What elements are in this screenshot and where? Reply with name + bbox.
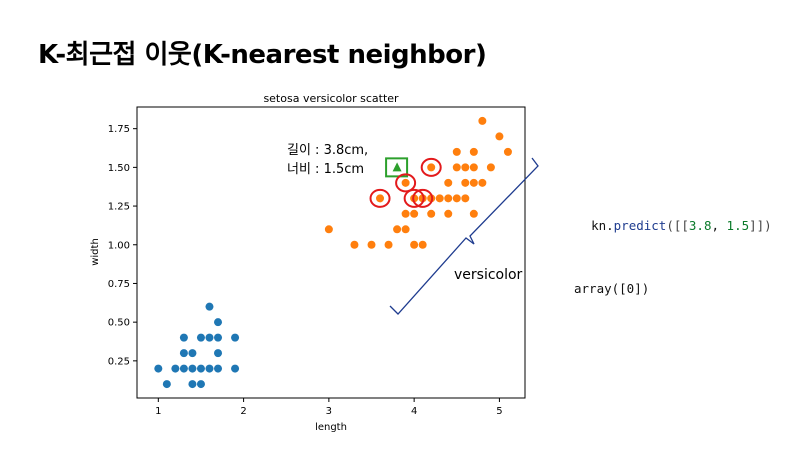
setosa-point	[162, 380, 171, 389]
versicolor-point	[461, 194, 470, 203]
versicolor-point	[376, 194, 385, 203]
y-tick-label: 1.50	[108, 163, 130, 174]
setosa-point	[188, 380, 197, 389]
versicolor-point	[418, 240, 427, 249]
versicolor-point	[444, 178, 453, 187]
versicolor-point	[435, 194, 444, 203]
versicolor-point	[393, 225, 402, 234]
code-y: 1.5	[726, 218, 750, 233]
data-points	[154, 116, 512, 389]
neighbor-highlight-circle	[395, 173, 417, 193]
versicolor-point	[444, 209, 453, 218]
versicolor-point	[469, 209, 478, 218]
versicolor-point	[410, 240, 419, 249]
versicolor-point	[401, 209, 410, 218]
versicolor-point	[469, 147, 478, 156]
plot-frame	[136, 106, 526, 399]
versicolor-point	[427, 163, 436, 172]
code-fn: predict	[613, 218, 667, 233]
new-point-box	[385, 157, 409, 178]
versicolor-point	[469, 163, 478, 172]
versicolor-point	[461, 178, 470, 187]
versicolor-point	[401, 225, 410, 234]
versicolor-point	[427, 209, 436, 218]
new-point-annotation: 길이 : 3.8cm, 너비 : 1.5cm	[287, 141, 368, 179]
versicolor-point	[324, 225, 333, 234]
code-x: 3.8	[688, 218, 712, 233]
neighbor-highlight-circle	[412, 188, 434, 208]
versicolor-label: versicolor	[454, 267, 523, 283]
setosa-point	[154, 364, 163, 373]
slide-title: K-최근접 이웃(K-nearest neighbor)	[38, 40, 487, 70]
versicolor-point	[444, 194, 453, 203]
setosa-point	[179, 349, 188, 358]
versicolor-point	[495, 132, 504, 141]
setosa-point	[231, 364, 240, 373]
versicolor-point	[478, 178, 487, 187]
setosa-point	[231, 333, 240, 342]
y-tick-label: 0.50	[108, 318, 130, 329]
y-tick-label: 1.75	[108, 124, 130, 135]
setosa-point	[196, 380, 205, 389]
x-axis-label: length	[315, 422, 347, 433]
length-annotation: 길이 : 3.8cm,	[287, 143, 369, 158]
x-tick-label: 2	[240, 406, 246, 417]
neighbor-highlight-circle	[369, 188, 391, 208]
setosa-point	[188, 364, 197, 373]
y-tick-label: 0.25	[108, 356, 130, 367]
versicolor-point	[452, 163, 461, 172]
setosa-point	[214, 364, 223, 373]
setosa-point	[179, 333, 188, 342]
setosa-point	[205, 333, 214, 342]
code-open: ([[	[666, 218, 689, 233]
x-tick-label: 1	[155, 406, 161, 417]
versicolor-point	[503, 147, 512, 156]
versicolor-point	[461, 163, 470, 172]
chart-title: setosa versicolor scatter	[263, 92, 399, 105]
versicolor-point	[486, 163, 495, 172]
versicolor-bracket	[389, 157, 539, 315]
setosa-point	[179, 364, 188, 373]
neighbor-highlight-circle	[403, 188, 425, 208]
setosa-point	[196, 333, 205, 342]
code-close: ]])	[749, 218, 772, 233]
y-tick-label: 0.75	[108, 279, 130, 290]
highlight-overlay	[369, 157, 442, 208]
neighbor-highlight-circle	[420, 157, 442, 177]
width-annotation: 너비 : 1.5cm	[287, 162, 365, 177]
versicolor-point	[478, 116, 487, 125]
versicolor-point	[401, 178, 410, 187]
versicolor-point	[350, 240, 359, 249]
versicolor-point	[384, 240, 393, 249]
x-tick-label: 5	[496, 406, 502, 417]
setosa-point	[205, 364, 214, 373]
setosa-point	[214, 333, 223, 342]
x-tick-label: 4	[411, 406, 417, 417]
y-tick-label: 1.25	[108, 202, 130, 213]
versicolor-point	[452, 147, 461, 156]
code-prefix: kn.	[591, 218, 614, 233]
versicolor-point	[367, 240, 376, 249]
setosa-point	[205, 302, 214, 311]
setosa-point	[188, 349, 197, 358]
predict-output: array([0])	[574, 281, 650, 296]
setosa-point	[214, 349, 223, 358]
x-tick-label: 3	[326, 406, 332, 417]
versicolor-point	[452, 194, 461, 203]
setosa-point	[214, 318, 223, 327]
axis-ticks: 1 2 3 4 5 0.25 0.50 0.75 1.00 1.25 1.50 1.75	[108, 124, 503, 417]
versicolor-point	[469, 178, 478, 187]
versicolor-point	[410, 209, 419, 218]
y-tick-label: 1.00	[108, 240, 130, 251]
setosa-point	[171, 364, 180, 373]
setosa-point	[196, 364, 205, 373]
predict-code: kn.predict([[3.8, 1.5]])	[576, 203, 772, 233]
new-point-marker	[392, 162, 402, 172]
code-sep: ,	[711, 218, 727, 233]
y-axis-label: width	[90, 238, 101, 266]
